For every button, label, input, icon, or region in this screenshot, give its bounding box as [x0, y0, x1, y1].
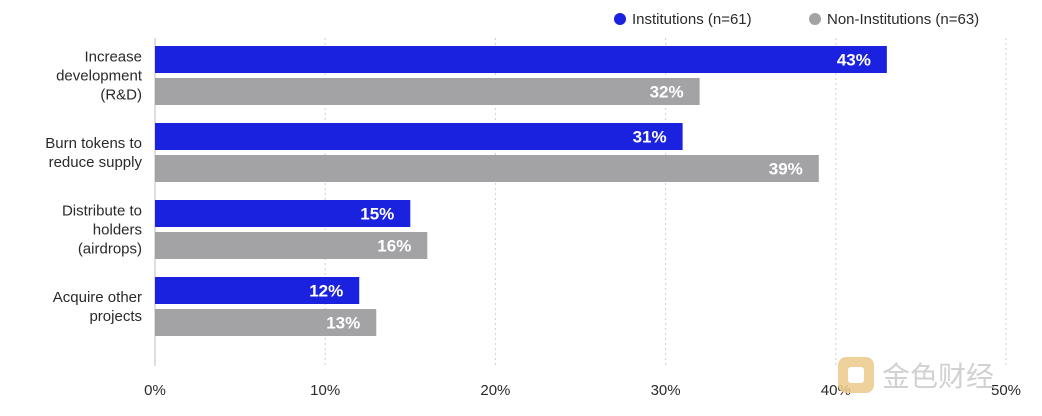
category-label: Acquire other projects — [53, 289, 142, 325]
bar-value-label: 43% — [837, 51, 871, 70]
legend-label: Institutions (n=61) — [632, 11, 752, 28]
watermark-logo-icon — [838, 357, 874, 393]
bar-value-label: 39% — [769, 160, 803, 179]
watermark-text: 金色财经 — [882, 360, 994, 393]
bar — [155, 232, 428, 259]
category-label: Distribute to holders (airdrops) — [62, 203, 142, 258]
bar — [155, 200, 411, 227]
legend: Institutions (n=61) Non-Institutions (n=6… — [614, 11, 979, 28]
x-tick-label: 30% — [651, 382, 681, 399]
bars: 43% 31% 15% 12% 32% 39% 16% 13% — [155, 46, 887, 336]
bar-value-label: 15% — [360, 205, 394, 224]
bar — [155, 277, 360, 304]
bar — [155, 309, 377, 336]
bar — [155, 123, 683, 150]
legend-marker — [809, 13, 821, 25]
bar-value-label: 32% — [650, 83, 684, 102]
x-axis-ticks: 0% 10% 20% 30% 40% 50% — [144, 382, 1021, 399]
x-tick-label: 10% — [310, 382, 340, 399]
bar-value-label: 31% — [633, 128, 667, 147]
category-labels: Increase development (R&D) Burn tokens to re… — [45, 49, 143, 326]
legend-marker — [614, 13, 626, 25]
watermark: 金色财经 — [838, 357, 994, 393]
x-tick-label: 20% — [480, 382, 510, 399]
x-tick-label: 50% — [991, 382, 1021, 399]
bar — [155, 155, 819, 182]
legend-label: Non-Institutions (n=63) — [827, 11, 979, 28]
category-label: Increase development (R&D) — [56, 49, 143, 104]
bar-value-label: 16% — [377, 237, 411, 256]
x-tick-label: 0% — [144, 382, 166, 399]
bar-value-label: 12% — [309, 282, 343, 301]
bar — [155, 78, 700, 105]
bar — [155, 46, 887, 73]
category-label: Burn tokens to reduce supply — [45, 135, 142, 171]
bar-value-label: 13% — [326, 314, 360, 333]
